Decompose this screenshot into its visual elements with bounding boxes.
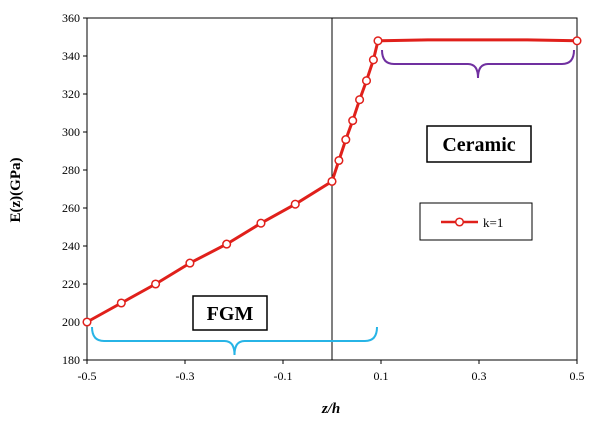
- series-point: [185, 258, 195, 268]
- annotation-braces: [91, 49, 575, 356]
- series-point: [572, 36, 582, 46]
- y-tick-label: 340: [62, 49, 80, 63]
- x-tick-label: 0.1: [374, 369, 389, 383]
- x-axis-ticks: -0.5 -0.3 -0.1 0.1 0.3 0.50.1: [78, 360, 585, 383]
- series-point: [82, 317, 92, 327]
- y-tick-label: 200: [62, 315, 80, 329]
- x-axis-title: z/h: [321, 401, 340, 417]
- ceramic-label-box: [426, 125, 532, 163]
- series-point: [334, 155, 344, 166]
- series-point: [355, 95, 365, 105]
- series-point: [341, 135, 351, 145]
- legend: k=1: [419, 202, 533, 241]
- series-point: [151, 279, 161, 289]
- plot-frame: [86, 17, 578, 361]
- ceramic-brace: [381, 49, 575, 79]
- y-tick-label: 240: [62, 239, 80, 253]
- ceramic-annotation: Ceramic: [426, 125, 532, 163]
- y-tick-label: 360: [62, 11, 80, 25]
- legend-marker: [454, 217, 465, 227]
- x-tick-label: 0.3: [472, 369, 487, 383]
- x-tick-label: -0.3: [176, 369, 195, 383]
- series-point: [290, 199, 300, 209]
- x-tick-label: 0.5: [570, 369, 585, 383]
- y-tick-label: 280: [62, 163, 80, 177]
- fgm-label-box: [192, 295, 268, 331]
- ceramic-label: Ceramic: [442, 134, 515, 156]
- fgm-label: FGM: [207, 303, 254, 325]
- series-point: [373, 36, 383, 46]
- fgm-annotation: FGM: [192, 295, 268, 331]
- series-point: [348, 116, 358, 126]
- x-tick-label: 0.1: [374, 369, 389, 383]
- series-point: [222, 239, 232, 249]
- y-tick-label: 320: [62, 87, 80, 101]
- y-axis-ticks: 180 200 220 240 260 280 300 320 340 360: [62, 11, 87, 367]
- fgm-brace: [91, 326, 378, 356]
- legend-label: k=1: [483, 215, 503, 230]
- y-tick-label: 260: [62, 201, 80, 215]
- y-tick-label: 180: [62, 353, 80, 367]
- series-group: [82, 36, 582, 327]
- series-point: [368, 55, 378, 65]
- series-point: [327, 176, 337, 186]
- x-tick-label: -0.5: [78, 369, 97, 383]
- y-tick-label: 220: [62, 277, 80, 291]
- series-point: [116, 298, 126, 308]
- series-point: [256, 218, 266, 228]
- y-tick-label: 300: [62, 125, 80, 139]
- y-axis-title: E(z)(GPa): [8, 158, 24, 223]
- series-point: [361, 76, 372, 86]
- x-tick-label: -0.1: [274, 369, 293, 383]
